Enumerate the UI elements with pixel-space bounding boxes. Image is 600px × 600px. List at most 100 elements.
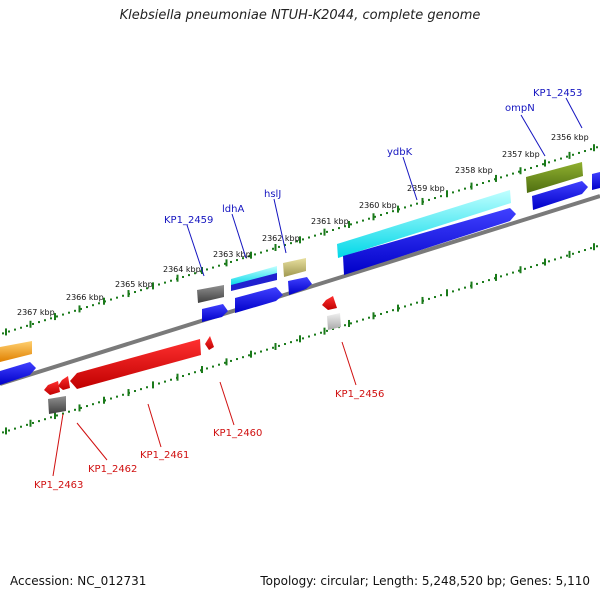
scale-dot [578,151,580,154]
scale-dot [590,148,592,151]
gene-reverse-KP1_2463-a [44,381,60,395]
scale-dot [536,165,538,168]
scale-tick [299,335,301,343]
scale-tick [470,281,473,289]
scale-dot [158,382,160,385]
scale-tick [152,381,154,389]
scale-tick [274,342,277,350]
scale-tick [446,289,448,297]
scale-dot [182,374,184,377]
label-ompN: ompN [505,103,535,114]
scale-tick [593,243,595,251]
scale-dot [26,423,28,426]
scale-dot [80,307,82,310]
scale-dot [98,302,100,305]
scale-dot [542,163,544,166]
scale-tick [78,404,81,412]
kbp-label-2367: 2367 kbp [17,308,55,317]
scale-dot [476,183,478,186]
scale-dot [314,234,316,237]
scale-dot [140,289,142,292]
label-ydbK: ydbK [387,147,413,158]
scale-dot [590,247,592,250]
scale-dot [212,365,214,368]
scale-tick [568,250,571,258]
gene-forward-left [0,362,36,385]
upper-scale-ticks [2,144,598,336]
scale-dot [338,227,340,230]
scale-dot [302,238,304,241]
scale-dot [272,346,274,349]
scale-dot [320,331,322,334]
scale-dot [536,264,538,267]
lower-scale-ticks [2,243,598,435]
scale-dot [560,256,562,259]
scale-dot [266,249,268,252]
scale-dot [32,322,34,325]
label-KP1_2461: KP1_2461 [140,450,189,461]
scale-dot [374,215,376,218]
scale-dot [236,259,238,262]
scale-tick [323,228,326,236]
scale-dot [74,408,76,411]
scale-dot [524,267,526,270]
scale-dot [488,279,490,282]
scale-dot [278,344,280,347]
scale-dot [284,244,286,247]
scale-dot [572,153,574,156]
scale-tick [5,427,7,435]
kbp-label-2358: 2358 kbp [455,166,493,175]
scale-dot [134,390,136,393]
scale-dot [392,210,394,213]
scale-dot [512,172,514,175]
scale-dot [404,206,406,209]
scale-dot [296,240,298,243]
kbp-label-2365: 2365 kbp [115,280,153,289]
scale-tick [5,328,7,336]
scale-dot [164,281,166,284]
scale-dot [476,282,478,285]
gene-forward-KP1_2453 [592,172,600,190]
scale-dot [2,332,4,335]
scale-dot [428,297,430,300]
scale-dot [110,397,112,400]
gene-hslJ-feature [283,258,306,277]
label-KP1_2460: KP1_2460 [213,428,262,439]
scale-dot [224,361,226,364]
scale-dot [302,337,304,340]
scale-tick [446,190,448,198]
reverse-strand-genes [44,296,337,395]
scale-dot [386,311,388,314]
gene-forward-KP1_2459 [202,304,228,322]
kbp-label-2366: 2366 kbp [66,293,104,302]
gene-reverse-KP1_2461 [70,339,201,389]
scale-dot [224,262,226,265]
scale-dot [500,176,502,179]
scale-tick [421,296,424,304]
scale-tick [397,304,399,312]
gene-KP1_2463-feature [48,396,66,414]
scale-dot [506,273,508,276]
scale-dot [362,219,364,222]
scale-dot [218,264,220,267]
scale-dot [236,358,238,361]
scale-tick [568,151,571,159]
gene-forward-ldhA [235,287,283,313]
scale-dot [116,395,118,398]
gene-ompN-feature [526,162,583,193]
gene-KP1_2459-feature [197,285,224,303]
scale-dot [38,321,40,324]
label-KP1_2462: KP1_2462 [88,464,137,475]
scale-dot [50,416,52,419]
scale-dot [380,213,382,216]
scale-dot [332,228,334,231]
scale-dot [290,242,292,245]
scale-tick [495,273,497,281]
scale-dot [32,421,34,424]
scale-dot [14,328,16,331]
scale-dot [242,356,244,359]
scale-dot [308,335,310,338]
scale-dot [134,291,136,294]
feature-track [0,162,583,362]
